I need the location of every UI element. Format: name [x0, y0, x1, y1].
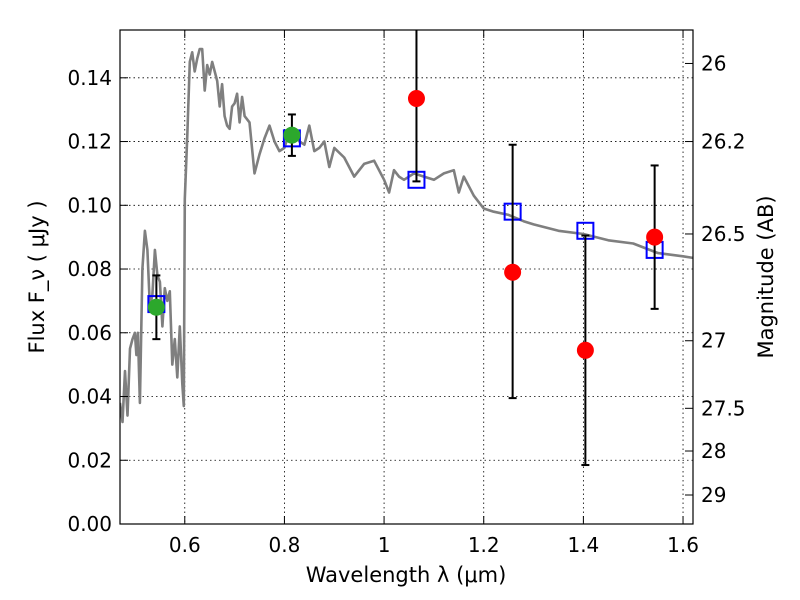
y2-tick-label: 29: [701, 483, 726, 507]
y-tick-label: 0.14: [67, 66, 112, 90]
y-tick-label: 0.06: [67, 321, 112, 345]
grid: [120, 30, 693, 524]
plot-area: [120, 30, 693, 467]
detection-point: [147, 298, 165, 316]
y-tick-label: 0.02: [67, 448, 112, 472]
detection-point: [283, 126, 301, 144]
plot-frame: [119, 29, 694, 525]
y-axis-label-text: Flux F_ν ( μJy ): [25, 200, 50, 353]
x-tick-label: 1.4: [567, 533, 599, 557]
y-tick-label: 0.04: [67, 385, 112, 409]
y2-tick-label: 26.2: [701, 130, 746, 154]
y2-axis-label: Magnitude (AB): [754, 195, 778, 358]
spectrum-line: [120, 47, 693, 424]
axis-ticks: 0.6 0.8 1 1.2 1.4 1.6 0.00 0.02 0.04 0.06 0.08 0.10…: [67, 30, 746, 557]
y-tick-label: 0.12: [67, 130, 112, 154]
y2-tick-label: 26: [701, 51, 726, 75]
y2-tick-label: 27: [701, 329, 726, 353]
x-axis-label: Wavelength λ (μm): [306, 563, 507, 587]
y-tick-label: 0.10: [67, 193, 112, 217]
x-tick-label: 1.6: [667, 533, 699, 557]
y2-tick-label: 28: [701, 439, 726, 463]
nondetection-point: [407, 90, 425, 108]
x-tick-label: 1.2: [468, 533, 500, 557]
y2-tick-label: 26.5: [701, 222, 746, 246]
y2-axis-label-text: Magnitude (AB): [754, 195, 778, 358]
y-tick-label: 0.08: [67, 257, 112, 281]
nondetection-point: [576, 341, 594, 359]
x-tick-label: 0.6: [169, 533, 201, 557]
x-axis-label-text: Wavelength λ (μm): [306, 563, 507, 587]
nondetection-point: [646, 228, 664, 246]
x-tick-label: 1: [378, 533, 391, 557]
nondetection-point: [504, 263, 522, 281]
y-tick-label: 0.00: [67, 512, 112, 536]
y2-tick-label: 27.5: [701, 396, 746, 420]
y-axis-label: Flux F_ν ( μJy ): [25, 200, 50, 353]
x-tick-label: 0.8: [269, 533, 301, 557]
